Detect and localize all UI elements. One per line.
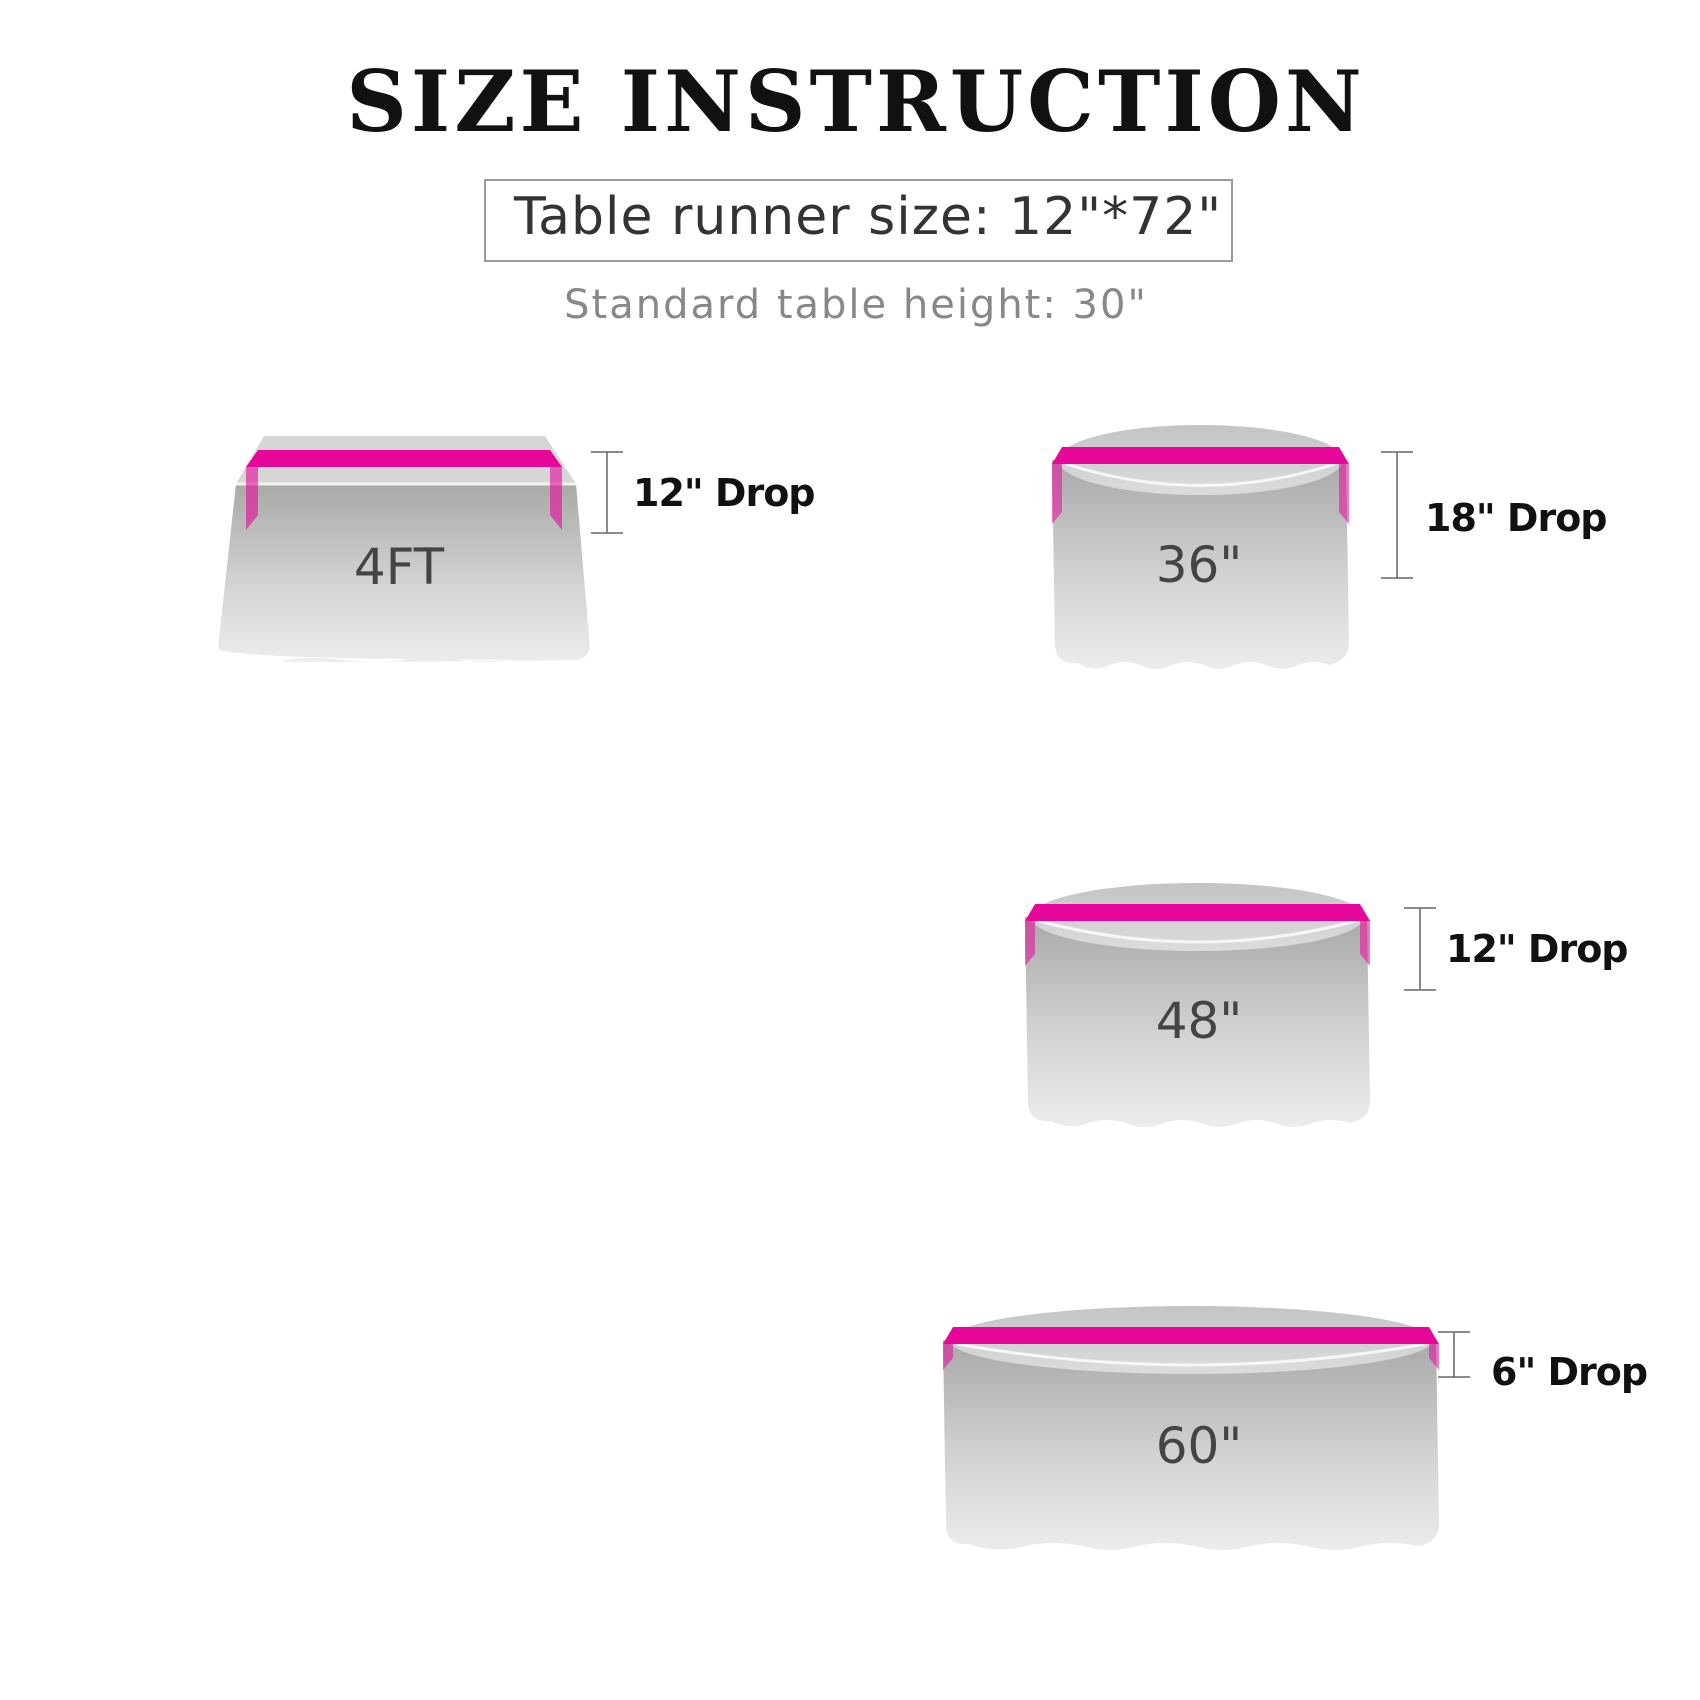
runner-48 xyxy=(1025,904,1370,921)
runner-60 xyxy=(943,1327,1439,1344)
tablecloth-60 xyxy=(943,1340,1439,1550)
drop-label-4ft: 12" Drop xyxy=(633,471,815,515)
runner-flap-right-4ft xyxy=(550,467,562,530)
runner-4ft xyxy=(246,450,562,467)
runner-flap-left-36 xyxy=(1052,464,1062,524)
table-edge-36 xyxy=(1065,462,1336,487)
tablecloth-36 xyxy=(1052,460,1349,669)
runner-size-box: Table runner size: 12"*72" xyxy=(484,179,1233,262)
table-height-text: Standard table height: 30" xyxy=(564,282,1148,328)
runner-flap-right-60 xyxy=(1429,1344,1439,1370)
table-label-4ft: 4FT xyxy=(353,538,445,596)
runner-flap-right-48 xyxy=(1360,921,1370,966)
tablecloth-4ft xyxy=(217,484,590,662)
runner-flap-left-48 xyxy=(1025,921,1035,966)
runner-size-text: Table runner size: 12"*72" xyxy=(514,187,1223,247)
drop-label-60: 6" Drop xyxy=(1491,1350,1648,1394)
runner-36 xyxy=(1052,447,1349,464)
runner-flap-left-4ft xyxy=(246,467,258,530)
table-label-60: 60" xyxy=(1155,1417,1243,1475)
table-label-36: 36" xyxy=(1155,536,1243,594)
runner-flap-right-36 xyxy=(1339,464,1349,524)
table-label-48: 48" xyxy=(1155,992,1243,1050)
page-title: SIZE INSTRUCTION xyxy=(346,52,1366,151)
table-edge-48 xyxy=(1038,919,1357,944)
drop-label-36: 18" Drop xyxy=(1425,496,1607,540)
runner-flap-left-60 xyxy=(943,1344,953,1370)
table-edge-60 xyxy=(956,1342,1426,1367)
drop-label-48: 12" Drop xyxy=(1446,927,1628,971)
tablecloth-48 xyxy=(1025,917,1370,1127)
